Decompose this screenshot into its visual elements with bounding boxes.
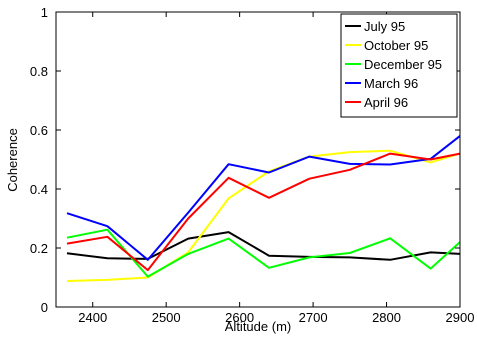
x-tick-label: 2500 bbox=[152, 310, 181, 325]
x-axis-label: Altitude (m) bbox=[225, 319, 291, 334]
series-line-3 bbox=[66, 135, 461, 261]
series-layer bbox=[66, 135, 461, 282]
y-tick-label: 0.8 bbox=[30, 64, 48, 79]
legend-label-2: December 95 bbox=[364, 57, 442, 72]
y-tick-label: 0.4 bbox=[30, 182, 48, 197]
legend-label-1: October 95 bbox=[364, 38, 428, 53]
y-tick-label: 0 bbox=[41, 300, 48, 315]
series-line-2 bbox=[66, 228, 461, 278]
legend-label-4: April 96 bbox=[364, 95, 408, 110]
series-line-4 bbox=[66, 152, 461, 272]
legend-box bbox=[340, 13, 458, 118]
y-tick-label: 0.2 bbox=[30, 241, 48, 256]
x-tick-label: 2600 bbox=[225, 310, 254, 325]
ticks-layer: 2400 2500 2600 2700 2800 2900 0 0.2 0.4 0.6 0.8 1 bbox=[30, 5, 475, 325]
y-tick-label: 0.6 bbox=[30, 123, 48, 138]
x-tick-label: 2900 bbox=[446, 310, 475, 325]
legend: July 95 October 95 December 95 March 96 Apri… bbox=[340, 13, 458, 118]
plot-frame bbox=[55, 11, 461, 308]
x-tick-label: 2700 bbox=[299, 310, 328, 325]
y-tick-label: 1 bbox=[41, 5, 48, 20]
y-axis-label: Coherence bbox=[5, 128, 20, 192]
x-tick-label: 2800 bbox=[372, 310, 401, 325]
legend-label-0: July 95 bbox=[364, 19, 405, 34]
legend-label-3: March 96 bbox=[364, 76, 418, 91]
x-tick-label: 2400 bbox=[78, 310, 107, 325]
